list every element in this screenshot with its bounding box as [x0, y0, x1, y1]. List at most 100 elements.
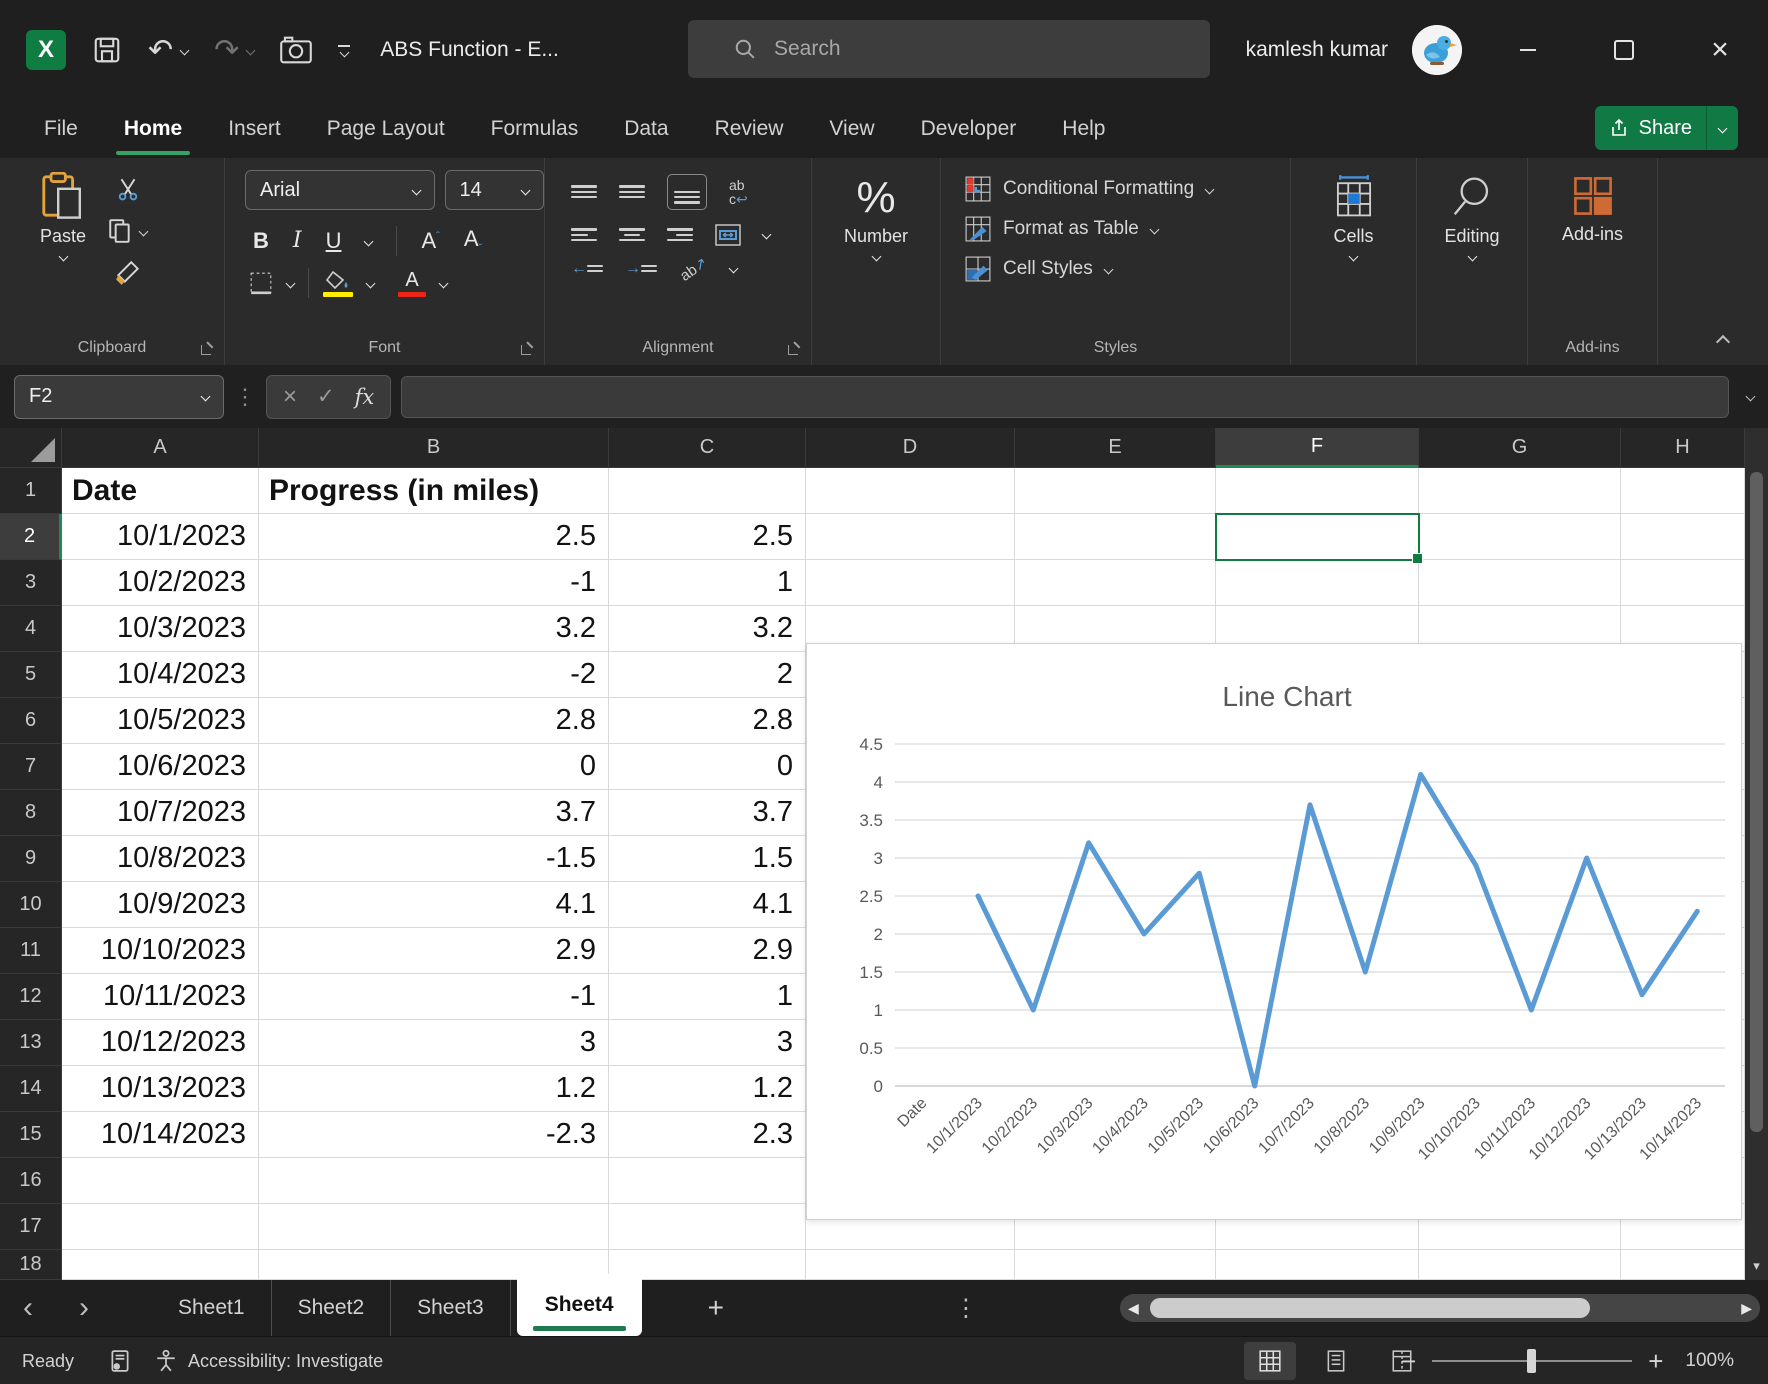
number-format-button[interactable]: % Number: [812, 158, 940, 262]
sheet-tab-sheet1[interactable]: Sheet1: [152, 1280, 272, 1336]
line-chart[interactable]: Line Chart 0 0.5 1 1.5 2 2.5 3 3.5 4 4.5 Date 10/1/2…: [806, 643, 1742, 1220]
align-center-icon[interactable]: [619, 228, 645, 242]
font-dialog-launcher[interactable]: [521, 342, 534, 355]
row-header-7[interactable]: 7: [0, 744, 62, 790]
cell-E3[interactable]: [1015, 560, 1216, 606]
align-middle-icon[interactable]: [619, 185, 645, 199]
cell-B2[interactable]: 2.5: [259, 514, 609, 560]
merge-dropdown-icon[interactable]: [761, 229, 772, 240]
column-header-H[interactable]: H: [1621, 428, 1745, 468]
next-sheet-icon[interactable]: ›: [79, 1291, 89, 1324]
ribbon-tab-review[interactable]: Review: [714, 117, 784, 140]
cell-C2[interactable]: 2.5: [609, 514, 806, 560]
row-header-4[interactable]: 4: [0, 606, 62, 652]
row-header-9[interactable]: 9: [0, 836, 62, 882]
cell-A14[interactable]: 10/13/2023: [62, 1066, 259, 1112]
cell-B9[interactable]: -1.5: [259, 836, 609, 882]
cell-A11[interactable]: 10/10/2023: [62, 928, 259, 974]
cell-B16[interactable]: [259, 1158, 609, 1204]
cell-F18[interactable]: [1216, 1250, 1419, 1280]
cell-E1[interactable]: [1015, 468, 1216, 514]
close-button[interactable]: ×: [1711, 33, 1729, 66]
maximize-button[interactable]: [1576, 0, 1672, 100]
cell-B7[interactable]: 0: [259, 744, 609, 790]
scroll-left-icon[interactable]: ◀: [1128, 1299, 1139, 1316]
horizontal-scroll-thumb[interactable]: [1150, 1298, 1590, 1318]
editing-button[interactable]: Editing: [1417, 158, 1527, 262]
cell-D18[interactable]: [806, 1250, 1015, 1280]
name-box-splitter[interactable]: ⋮: [234, 383, 256, 409]
chart-line-series[interactable]: [975, 771, 1700, 1089]
wrap-text-icon[interactable]: ab c↩: [729, 176, 748, 207]
cell-E18[interactable]: [1015, 1250, 1216, 1280]
cell-C18[interactable]: [609, 1250, 806, 1280]
cell-F1[interactable]: [1216, 468, 1419, 514]
row-header-10[interactable]: 10: [0, 882, 62, 928]
cell-C17[interactable]: [609, 1204, 806, 1250]
add-sheet-button[interactable]: +: [707, 1292, 724, 1323]
page-break-view-button[interactable]: [1376, 1342, 1428, 1380]
ribbon-tab-insert[interactable]: Insert: [228, 117, 281, 140]
font-name-select[interactable]: Arial: [245, 170, 435, 210]
camera-icon[interactable]: [280, 36, 313, 64]
decrease-indent-icon[interactable]: ←: [571, 260, 603, 278]
insert-function-icon[interactable]: fx: [354, 384, 375, 409]
ribbon-tab-help[interactable]: Help: [1062, 117, 1106, 140]
record-macro-icon[interactable]: [108, 1349, 132, 1373]
cell-B5[interactable]: -2: [259, 652, 609, 698]
conditional-formatting-button[interactable]: Conditional Formatting: [965, 176, 1290, 202]
cell-C6[interactable]: 2.8: [609, 698, 806, 744]
cell-C3[interactable]: 1: [609, 560, 806, 606]
row-header-17[interactable]: 17: [0, 1204, 62, 1250]
cell-A9[interactable]: 10/8/2023: [62, 836, 259, 882]
cell-B17[interactable]: [259, 1204, 609, 1250]
share-button[interactable]: Share: [1594, 106, 1738, 150]
save-icon[interactable]: [92, 35, 122, 65]
previous-sheet-icon[interactable]: ‹: [23, 1291, 33, 1324]
ribbon-tab-formulas[interactable]: Formulas: [490, 117, 579, 140]
cell-G3[interactable]: [1419, 560, 1621, 606]
borders-dropdown-icon[interactable]: [285, 278, 296, 288]
ribbon-tab-home[interactable]: Home: [115, 109, 191, 155]
expand-formula-bar-icon[interactable]: [1745, 391, 1756, 402]
user-name[interactable]: kamlesh kumar: [1245, 38, 1388, 61]
cell-A15[interactable]: 10/14/2023: [62, 1112, 259, 1158]
cell-A2[interactable]: 10/1/2023: [62, 514, 259, 560]
row-header-12[interactable]: 12: [0, 974, 62, 1020]
borders-button[interactable]: [249, 271, 273, 295]
cell-B11[interactable]: 2.9: [259, 928, 609, 974]
cell-C7[interactable]: 0: [609, 744, 806, 790]
font-size-select[interactable]: 14: [444, 170, 544, 210]
cell-A4[interactable]: 10/3/2023: [62, 606, 259, 652]
cell-A17[interactable]: [62, 1204, 259, 1250]
format-painter-button[interactable]: [108, 260, 147, 286]
avatar[interactable]: [1412, 25, 1462, 75]
cell-D2[interactable]: [806, 514, 1015, 560]
cell-B13[interactable]: 3: [259, 1020, 609, 1066]
cell-F3[interactable]: [1216, 560, 1419, 606]
cell-C5[interactable]: 2: [609, 652, 806, 698]
format-as-table-button[interactable]: Format as Table: [965, 216, 1290, 242]
sheet-options-icon[interactable]: ⋮: [953, 1294, 978, 1322]
cell-B6[interactable]: 2.8: [259, 698, 609, 744]
cell-G2[interactable]: [1419, 514, 1621, 560]
cell-D1[interactable]: [806, 468, 1015, 514]
orientation-dropdown-icon[interactable]: [728, 263, 739, 274]
increase-font-button[interactable]: Aˆ: [421, 228, 440, 253]
cell-C13[interactable]: 3: [609, 1020, 806, 1066]
cell-C12[interactable]: 1: [609, 974, 806, 1020]
cell-H3[interactable]: [1621, 560, 1745, 606]
row-header-18[interactable]: 18: [0, 1250, 62, 1280]
horizontal-scrollbar[interactable]: ◀ ▶: [1120, 1294, 1760, 1322]
cell-A13[interactable]: 10/12/2023: [62, 1020, 259, 1066]
align-bottom-icon-selected[interactable]: [667, 174, 707, 210]
cell-C9[interactable]: 1.5: [609, 836, 806, 882]
row-header-2[interactable]: 2: [0, 514, 62, 560]
cell-C14[interactable]: 1.2: [609, 1066, 806, 1112]
cancel-formula-icon[interactable]: ×: [283, 382, 298, 410]
ribbon-tab-developer[interactable]: Developer: [920, 117, 1017, 140]
column-header-A[interactable]: A: [62, 428, 259, 468]
row-header-5[interactable]: 5: [0, 652, 62, 698]
row-header-14[interactable]: 14: [0, 1066, 62, 1112]
align-right-icon[interactable]: [667, 228, 693, 242]
